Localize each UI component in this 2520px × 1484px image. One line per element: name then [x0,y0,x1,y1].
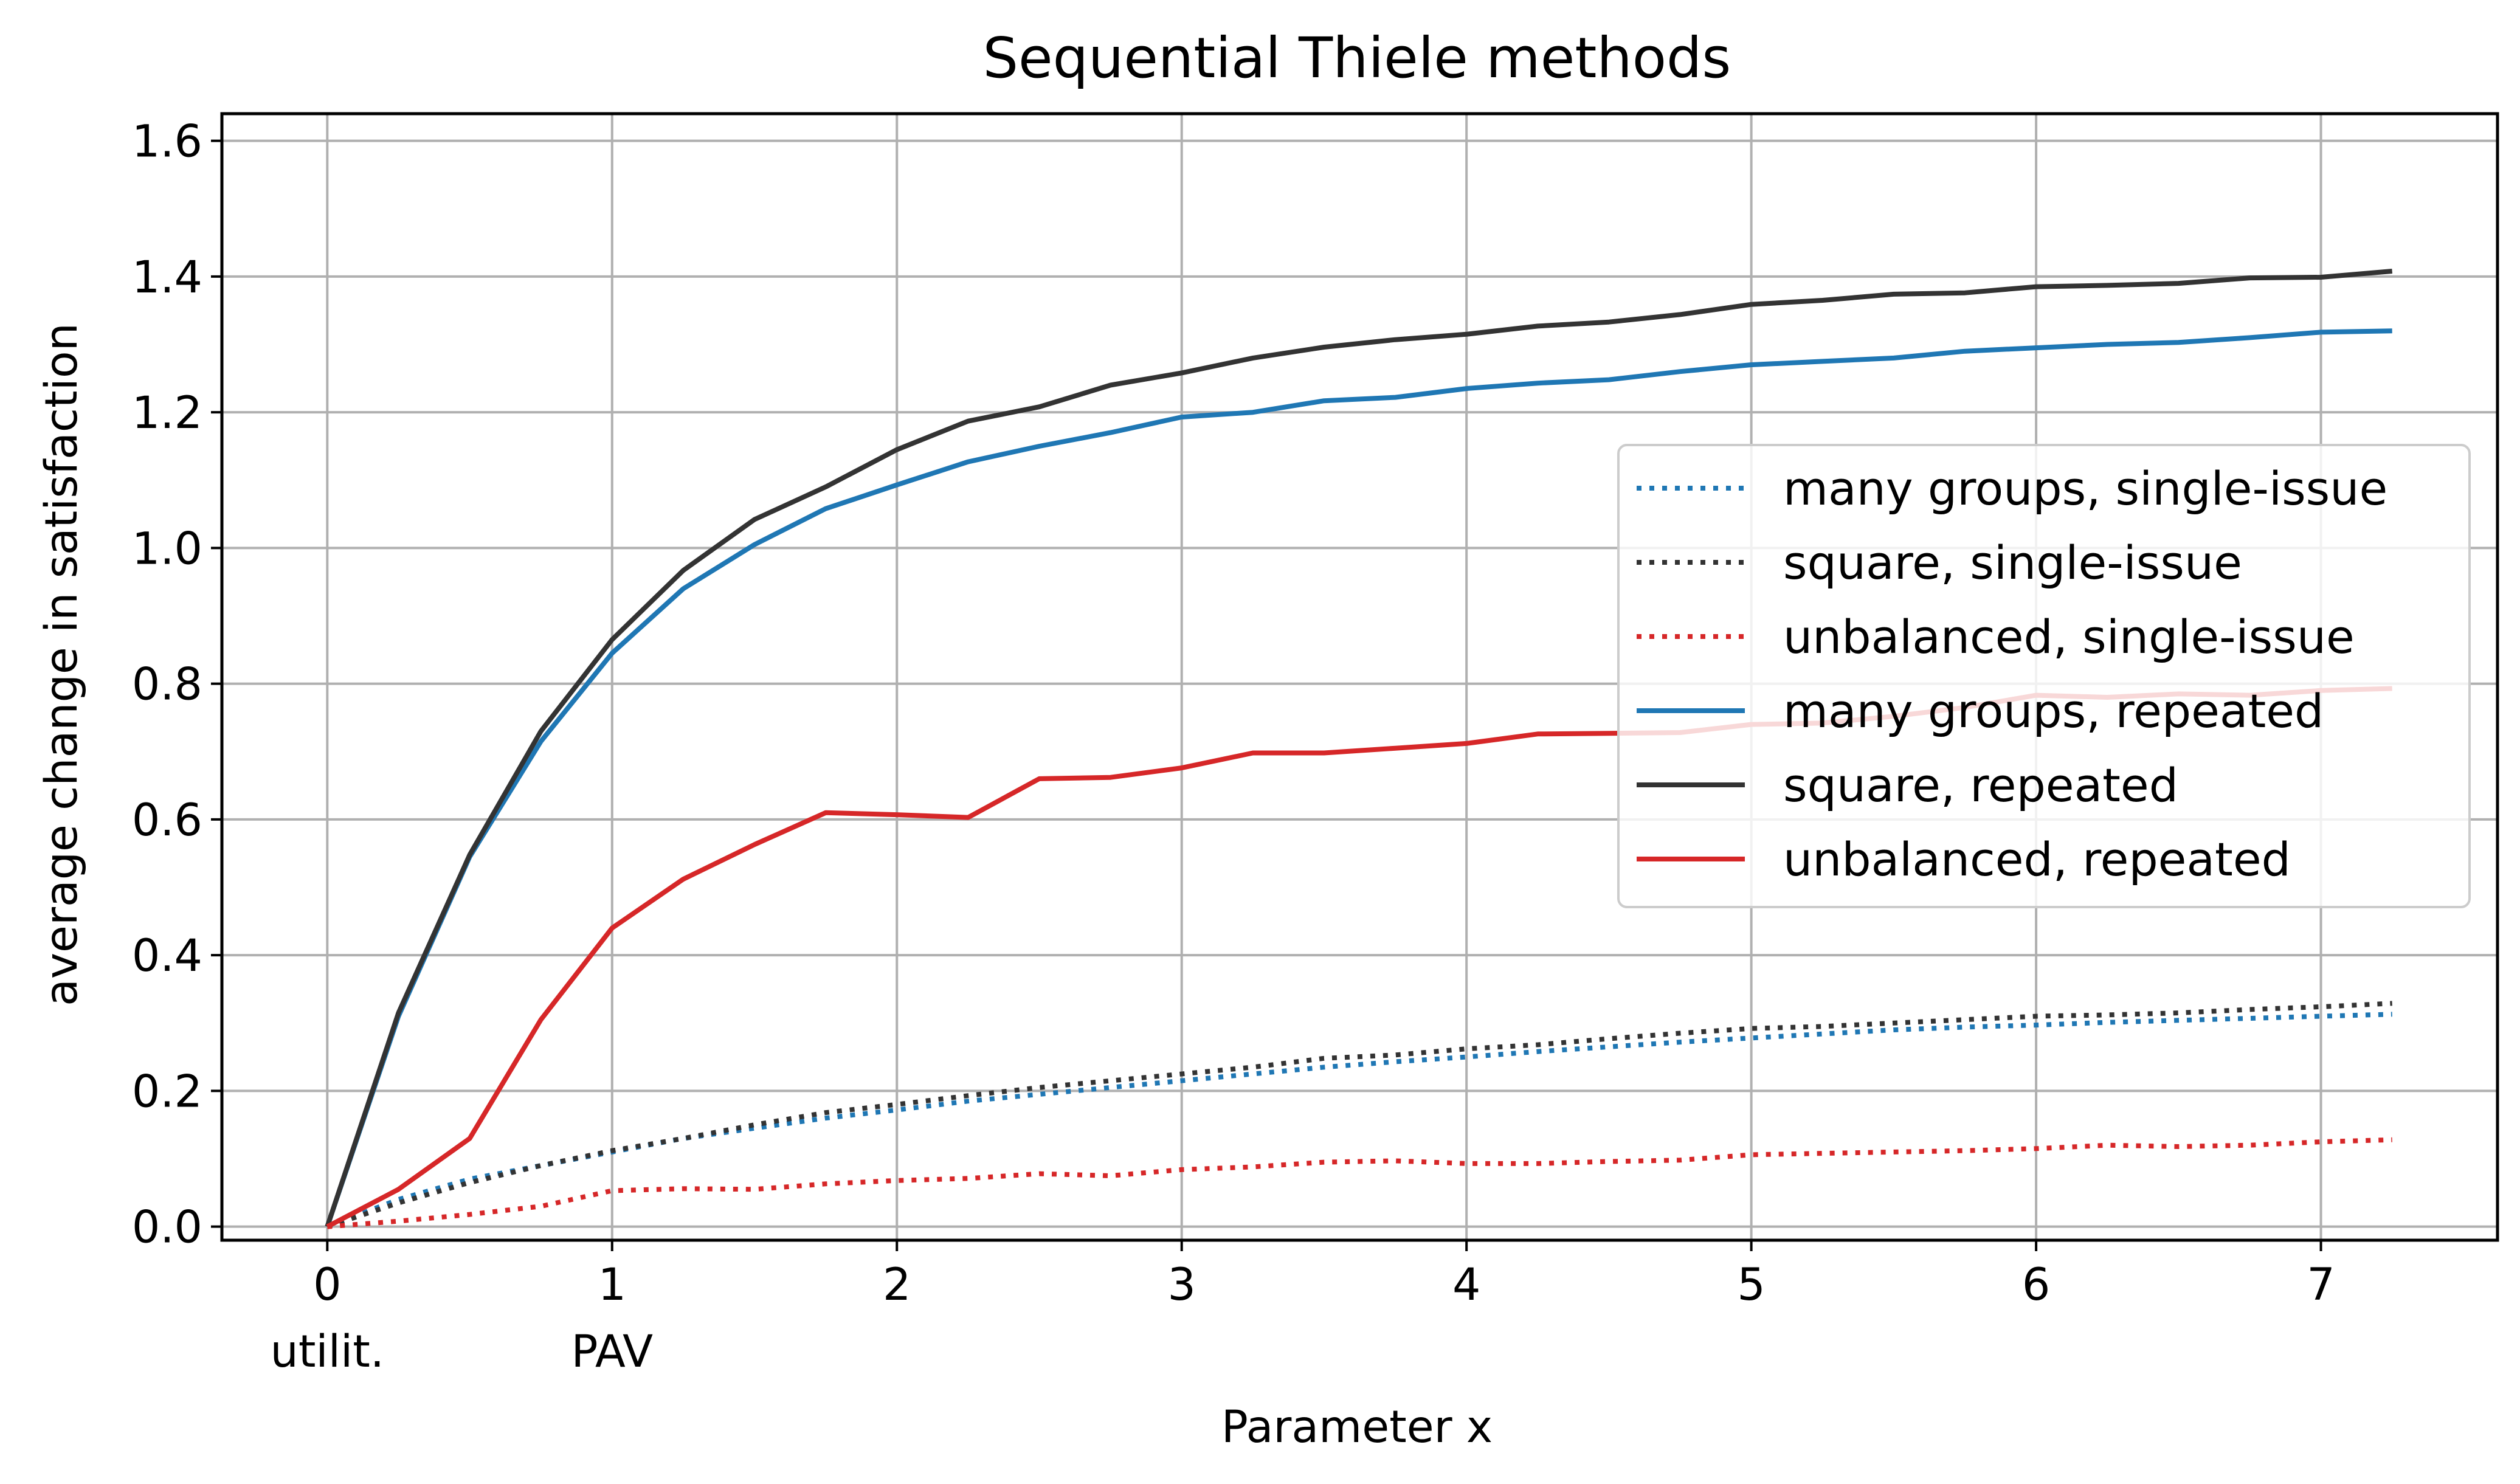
legend-label-square-repeated: square, repeated [1783,758,2178,812]
y-tick-label: 0.6 [132,795,202,846]
y-tick-label: 0.2 [132,1066,202,1117]
series-line-square-single-issue [326,1001,2392,1229]
y-tick-label: 0.0 [132,1202,202,1254]
legend-label-many-groups-repeated: many groups, repeated [1783,684,2324,738]
legend-label-unbalanced-repeated: unbalanced, repeated [1783,832,2291,886]
y-axis-label: average change in satisfaction [36,323,88,1006]
y-tick-label: 1.2 [132,387,202,439]
series-line-unbalanced-single-issue [326,1137,2392,1229]
x-tick-label: 2 [883,1259,911,1311]
x-tick-sublabel: utilit. [271,1326,385,1378]
x-tick-label: 6 [2022,1259,2050,1311]
x-tick-label: 1 [598,1259,626,1311]
x-tick-label: 7 [2307,1259,2335,1311]
legend-box [1617,444,2471,908]
x-tick-label: 5 [1737,1259,1765,1311]
legend: many groups, single-issue square, single-… [1617,444,2471,908]
chart-title: Sequential Thiele methods [983,26,1731,91]
series-line-many-groups-single-issue [326,1012,2392,1229]
x-tick-label: 0 [313,1259,341,1311]
grid [222,114,2498,1240]
y-tick-label: 1.4 [132,252,202,303]
plot-frame [220,112,2499,1242]
axis-ticks: 0 1 2 3 4 5 6 7 utilit. PAV 0.0 0.2 0.4 0.6 0.8 1.0 1.2 1… [132,116,2335,1378]
series-line-many-groups-repeated [325,328,2392,1227]
y-tick-label: 1.6 [132,116,202,168]
x-tick-sublabel: PAV [571,1326,654,1378]
y-tick-label: 1.0 [132,523,202,575]
plot-lines [325,269,2393,1229]
y-tick-label: 0.4 [132,930,202,982]
x-tick-label: 4 [1452,1259,1480,1311]
series-line-square-repeated [325,269,2393,1227]
x-axis-label: Parameter x [1221,1401,1493,1453]
y-tick-label: 0.8 [132,659,202,711]
x-tick-label: 3 [1167,1259,1195,1311]
legend-label-unbalanced-single-issue: unbalanced, single-issue [1783,610,2355,664]
legend-label-many-groups-single-issue: many groups, single-issue [1783,461,2387,516]
legend-label-square-single-issue: square, single-issue [1783,536,2242,590]
